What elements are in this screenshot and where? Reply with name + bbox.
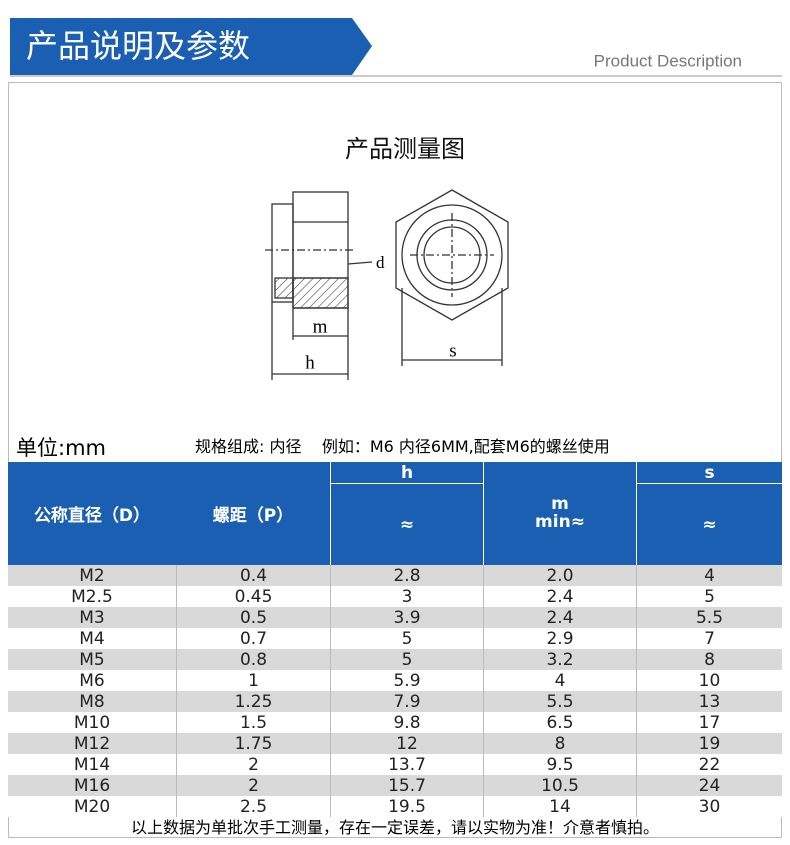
table-cell: 1 (176, 670, 330, 691)
table-cell: M20 (8, 796, 176, 817)
table-cell: 13 (636, 691, 782, 712)
table-cell: 10 (636, 670, 782, 691)
table-cell: 10.5 (483, 775, 636, 796)
table-cell: 0.8 (176, 649, 330, 670)
header-text: m (551, 493, 569, 514)
table-cell: 3 (330, 586, 483, 607)
dim-label: m (313, 316, 328, 337)
table-cell: 2.8 (330, 565, 483, 586)
table-cell: 5.5 (636, 607, 782, 628)
spec: 规格组成: 内径 例如：M6 内径6MM,配套M6的螺丝使用 (195, 437, 610, 456)
table-cell: 30 (636, 796, 782, 817)
table-cell: 9.8 (330, 712, 483, 733)
content-frame (8, 82, 782, 838)
header-cell: 螺距（P） (212, 506, 294, 526)
header-cell (8, 462, 782, 565)
header-cell: ≈ (636, 484, 782, 565)
table-cell: M3 (8, 607, 176, 628)
side-view (265, 191, 373, 380)
header-cell: m min≈ (483, 462, 636, 565)
table-cell: 12 (330, 733, 483, 754)
table-cell: 5.9 (330, 670, 483, 691)
table-cell: 7.9 (330, 691, 483, 712)
header-text: min≈ (535, 511, 585, 532)
header-cell: 公称直径（D） (33, 506, 151, 526)
table-cell: 1.5 (176, 712, 330, 733)
table-cell: 22 (636, 754, 782, 775)
dim-label: d (376, 253, 385, 272)
table-cell: 8 (483, 733, 636, 754)
table-cell: M8 (8, 691, 176, 712)
banner-shape (10, 18, 372, 75)
table-cell: 1.25 (176, 691, 330, 712)
header-cell: s (636, 462, 782, 484)
table-cell: 9.5 (483, 754, 636, 775)
banner-title: 产品说明及参数 (26, 27, 250, 65)
dim-label: s (449, 340, 456, 361)
table-cell: 24 (636, 775, 782, 796)
table-cell: M4 (8, 628, 176, 649)
table-cell: 0.4 (176, 565, 330, 586)
table-cell: M2.5 (8, 586, 176, 607)
table-cell: 19 (636, 733, 782, 754)
diagram-title: 产品测量图 (345, 135, 465, 163)
table-cell: 15.7 (330, 775, 483, 796)
table-cell: 1.75 (176, 733, 330, 754)
table-cell: 5.5 (483, 691, 636, 712)
table-cell: 3.9 (330, 607, 483, 628)
table-cell: 2 (176, 754, 330, 775)
table-cell: 5 (636, 586, 782, 607)
table-cell: 2.9 (483, 628, 636, 649)
table-cell: 7 (636, 628, 782, 649)
table-cell: 13.7 (330, 754, 483, 775)
note: 以上数据为单批次手工测量，存在一定误差，请以实物为准！介意者慎拍。 (130, 818, 659, 837)
table-cell: 8 (636, 649, 782, 670)
table-cell: M2 (8, 565, 176, 586)
table: 公称直径（D） 螺距（P） h ≈ m min≈ s ≈ M2 0.4 2.8 2.0 4 M2.5 0.4… (8, 462, 782, 817)
table-cell: 4 (636, 565, 782, 586)
table-cell: M16 (8, 775, 176, 796)
table-cell: 6.5 (483, 712, 636, 733)
table-cell: M5 (8, 649, 176, 670)
diagram: 产品测量图 d m h s (265, 135, 509, 380)
table-cell: 4 (483, 670, 636, 691)
table-cell: 2.4 (483, 586, 636, 607)
table-cell: 19.5 (330, 796, 483, 817)
table-cell: M14 (8, 754, 176, 775)
table-cell: 2.5 (176, 796, 330, 817)
table-cell: 0.5 (176, 607, 330, 628)
header-cell: h (330, 462, 483, 484)
table-cell: 0.7 (176, 628, 330, 649)
dim-label: h (305, 352, 315, 373)
table-cell: 0.45 (176, 586, 330, 607)
unit: 单位:mm (16, 436, 106, 460)
table-cell: M6 (8, 670, 176, 691)
header-cell: ≈ (330, 484, 483, 565)
table-cell: 5 (330, 649, 483, 670)
table-cell: M12 (8, 733, 176, 754)
banner: 产品说明及参数 Product Description (10, 18, 782, 77)
table-cell: 3.2 (483, 649, 636, 670)
table-cell: 5 (330, 628, 483, 649)
table-cell: 14 (483, 796, 636, 817)
table-cell: 17 (636, 712, 782, 733)
table-cell: 2 (176, 775, 330, 796)
table-cell: 2.4 (483, 607, 636, 628)
table-cell: 2.0 (483, 565, 636, 586)
banner-subtitle: Product Description (594, 51, 742, 70)
table-cell: M10 (8, 712, 176, 733)
top-view (395, 189, 509, 366)
